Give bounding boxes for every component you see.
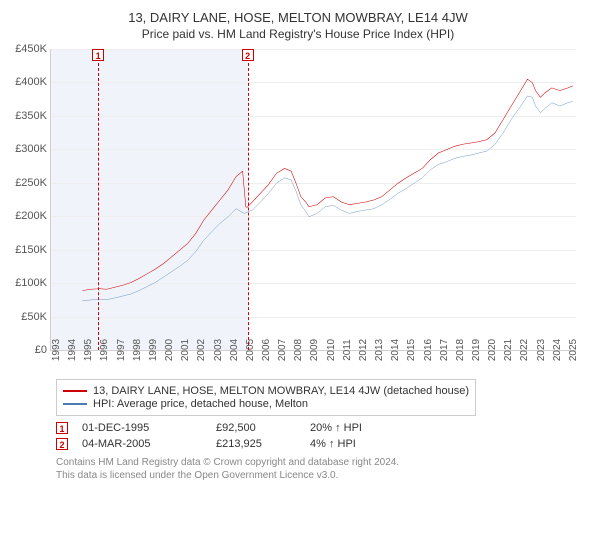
y-axis-tick: £350K <box>5 110 47 122</box>
chart-area: £0£50K£100K£150K£200K£250K£300K£350K£400… <box>50 49 576 369</box>
series-hpi <box>82 96 572 301</box>
y-axis-tick: £250K <box>5 177 47 189</box>
legend-row: 13, DAIRY LANE, HOSE, MELTON MOWBRAY, LE… <box>63 385 469 397</box>
legend-label: HPI: Average price, detached house, Melt… <box>93 398 308 410</box>
event-row: 1 01-DEC-1995 £92,500 20% ↑ HPI <box>56 422 584 434</box>
legend-row: HPI: Average price, detached house, Melt… <box>63 398 469 410</box>
event-badge: 2 <box>56 438 68 450</box>
event-row: 2 04-MAR-2005 £213,925 4% ↑ HPI <box>56 438 584 450</box>
footer-line-1: Contains HM Land Registry data © Crown c… <box>56 456 584 469</box>
chart-title: 13, DAIRY LANE, HOSE, MELTON MOWBRAY, LE… <box>8 10 588 25</box>
event-price: £213,925 <box>216 438 296 450</box>
legend-swatch <box>63 390 87 392</box>
y-axis-tick: £200K <box>5 210 47 222</box>
footer-line-2: This data is licensed under the Open Gov… <box>56 469 584 482</box>
y-axis-tick: £300K <box>5 143 47 155</box>
y-axis-tick: £450K <box>5 43 47 55</box>
legend-label: 13, DAIRY LANE, HOSE, MELTON MOWBRAY, LE… <box>93 385 469 397</box>
y-axis-tick: £0 <box>5 344 47 356</box>
event-delta: 4% ↑ HPI <box>310 438 356 450</box>
y-axis-tick: £400K <box>5 76 47 88</box>
event-badge: 1 <box>56 422 68 434</box>
y-axis-tick: £100K <box>5 277 47 289</box>
series-property <box>82 79 572 290</box>
events-table: 1 01-DEC-1995 £92,500 20% ↑ HPI 2 04-MAR-2005… <box>56 422 584 450</box>
legend-swatch <box>63 403 87 405</box>
event-delta: 20% ↑ HPI <box>310 422 362 434</box>
y-axis-tick: £50K <box>5 311 47 323</box>
event-date: 01-DEC-1995 <box>82 422 202 434</box>
y-axis-tick: £150K <box>5 244 47 256</box>
chart-subtitle: Price paid vs. HM Land Registry's House … <box>8 27 588 41</box>
legend: 13, DAIRY LANE, HOSE, MELTON MOWBRAY, LE… <box>56 379 476 416</box>
event-date: 04-MAR-2005 <box>82 438 202 450</box>
footer-attribution: Contains HM Land Registry data © Crown c… <box>56 456 584 482</box>
event-price: £92,500 <box>216 422 296 434</box>
